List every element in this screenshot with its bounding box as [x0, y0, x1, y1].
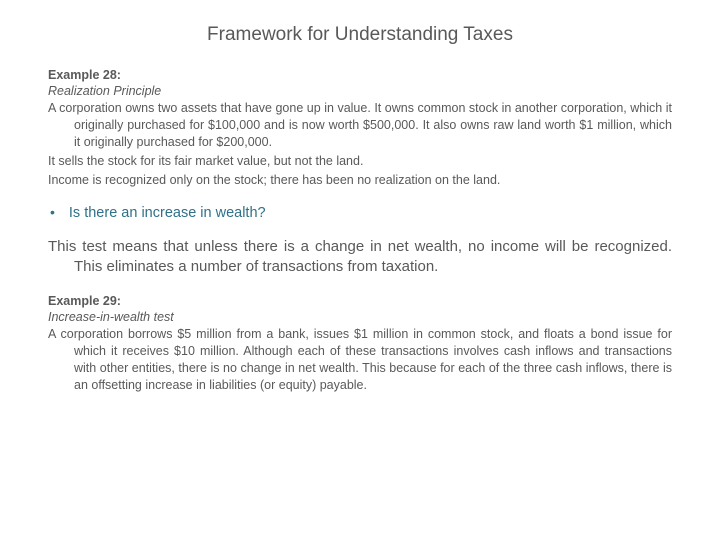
example-28-label: Example 28: — [48, 68, 672, 82]
bullet-marker-icon: • — [50, 204, 55, 220]
bullet-item-wealth: • Is there an increase in wealth? — [48, 204, 672, 221]
example-29-para-1: A corporation borrows $5 million from a … — [48, 326, 672, 394]
test-description: This test means that unless there is a c… — [48, 237, 672, 276]
page-title: Framework for Understanding Taxes — [48, 24, 672, 46]
example-28-para-2: It sells the stock for its fair market v… — [48, 153, 672, 170]
example-28-para-3: Income is recognized only on the stock; … — [48, 172, 672, 189]
example-29-block: Example 29: Increase-in-wealth test A co… — [48, 294, 672, 394]
example-28-principle: Realization Principle — [48, 84, 672, 98]
bullet-text: Is there an increase in wealth? — [69, 205, 266, 221]
example-28-para-1: A corporation owns two assets that have … — [48, 100, 672, 151]
example-29-principle: Increase-in-wealth test — [48, 310, 672, 324]
example-29-label: Example 29: — [48, 294, 672, 308]
example-28-block: Example 28: Realization Principle A corp… — [48, 68, 672, 188]
